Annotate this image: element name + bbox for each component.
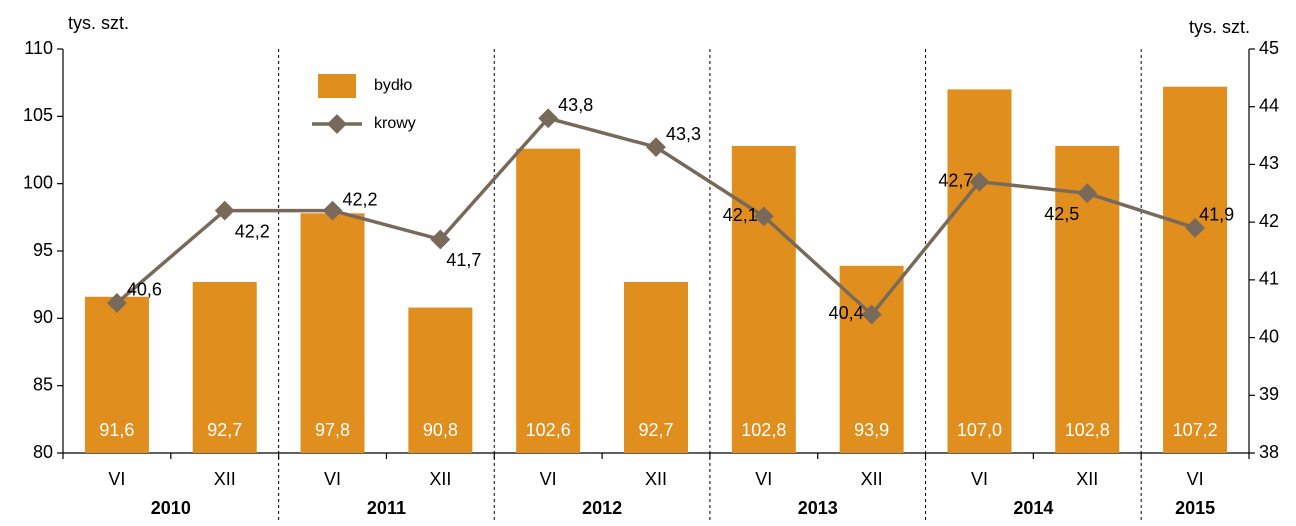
- line-value-label: 42,5: [1044, 204, 1079, 224]
- bar: [1163, 86, 1228, 453]
- legend-swatch: [318, 74, 356, 98]
- line-value-label: 41,7: [446, 250, 481, 270]
- bar-value-label: 92,7: [207, 420, 242, 440]
- y2-tick-label: 40: [1259, 326, 1279, 346]
- bar: [947, 89, 1012, 454]
- marker: [107, 293, 127, 313]
- marker: [430, 229, 451, 250]
- bar-value-label: 107,2: [1173, 420, 1218, 440]
- x-tick-label: XII: [429, 469, 451, 489]
- y-tick-label: 100: [23, 172, 53, 192]
- legend-label: bydło: [374, 77, 412, 94]
- x-tick-label: VI: [324, 469, 341, 489]
- line-value-label: 42,7: [938, 170, 973, 190]
- bar-value-label: 90,8: [423, 420, 458, 440]
- x-group-label: 2011: [367, 498, 406, 518]
- line-value-label: 43,3: [666, 124, 701, 144]
- y-tick-label: 95: [33, 240, 53, 260]
- y-axis-label: tys. szt.: [68, 13, 129, 33]
- line-value-label: 40,6: [127, 280, 162, 300]
- x-group-label: 2014: [1013, 498, 1053, 518]
- x-tick-label: XII: [1076, 469, 1098, 489]
- legend-label: krowy: [374, 115, 416, 132]
- bar-value-label: 102,8: [1065, 420, 1110, 440]
- line-value-label: 42,2: [235, 221, 270, 241]
- bar: [624, 281, 688, 453]
- y-tick-label: 80: [33, 442, 53, 462]
- y-tick-label: 110: [24, 38, 53, 58]
- line-value-label: 42,2: [343, 189, 378, 209]
- y2-axis-label: tys. szt.: [1189, 17, 1250, 37]
- bar-value-label: 93,9: [854, 420, 889, 440]
- bar: [192, 281, 257, 453]
- y2-tick-label: 39: [1259, 384, 1279, 404]
- x-tick-label: XII: [214, 469, 236, 489]
- x-group-label: 2013: [798, 498, 838, 518]
- y-tick-label: 85: [33, 374, 53, 394]
- x-tick-label: VI: [108, 469, 125, 489]
- y2-tick-label: 45: [1259, 38, 1279, 58]
- line-value-label: 42,1: [723, 205, 758, 225]
- x-tick-label: VI: [1187, 469, 1204, 489]
- bar: [408, 307, 473, 453]
- x-group-label: 2015: [1175, 498, 1215, 518]
- bar: [84, 296, 149, 453]
- bar: [731, 145, 796, 453]
- line-value-label: 43,8: [558, 95, 593, 115]
- bar-value-label: 107,0: [957, 420, 1002, 440]
- marker: [214, 200, 235, 221]
- y2-tick-label: 42: [1259, 211, 1279, 231]
- x-tick-label: VI: [540, 469, 557, 489]
- bar-value-label: 102,8: [741, 420, 786, 440]
- y2-tick-label: 41: [1259, 269, 1279, 289]
- x-tick-label: VI: [755, 469, 772, 489]
- x-group-label: 2012: [582, 498, 622, 518]
- bar: [300, 213, 365, 453]
- marker: [1077, 183, 1098, 204]
- x-tick-label: VI: [971, 469, 988, 489]
- bar-value-label: 97,8: [315, 420, 350, 440]
- y-tick-label: 105: [23, 105, 53, 125]
- bar-value-label: 91,6: [99, 420, 134, 440]
- y2-tick-label: 38: [1259, 442, 1279, 462]
- x-tick-label: XII: [861, 469, 883, 489]
- legend-marker: [327, 114, 347, 134]
- bar: [516, 148, 581, 454]
- marker: [322, 200, 343, 221]
- marker: [861, 304, 882, 325]
- marker: [1185, 218, 1205, 238]
- line-value-label: 40,4: [829, 303, 864, 323]
- x-tick-label: XII: [645, 469, 667, 489]
- x-group-label: 2010: [151, 498, 191, 518]
- bar-value-label: 102,6: [526, 420, 571, 440]
- line-value-label: 41,9: [1199, 205, 1234, 225]
- y2-tick-label: 44: [1259, 95, 1279, 115]
- marker: [646, 137, 666, 158]
- bar-value-label: 92,7: [638, 420, 673, 440]
- y2-tick-label: 43: [1259, 153, 1279, 173]
- y-tick-label: 90: [33, 307, 53, 327]
